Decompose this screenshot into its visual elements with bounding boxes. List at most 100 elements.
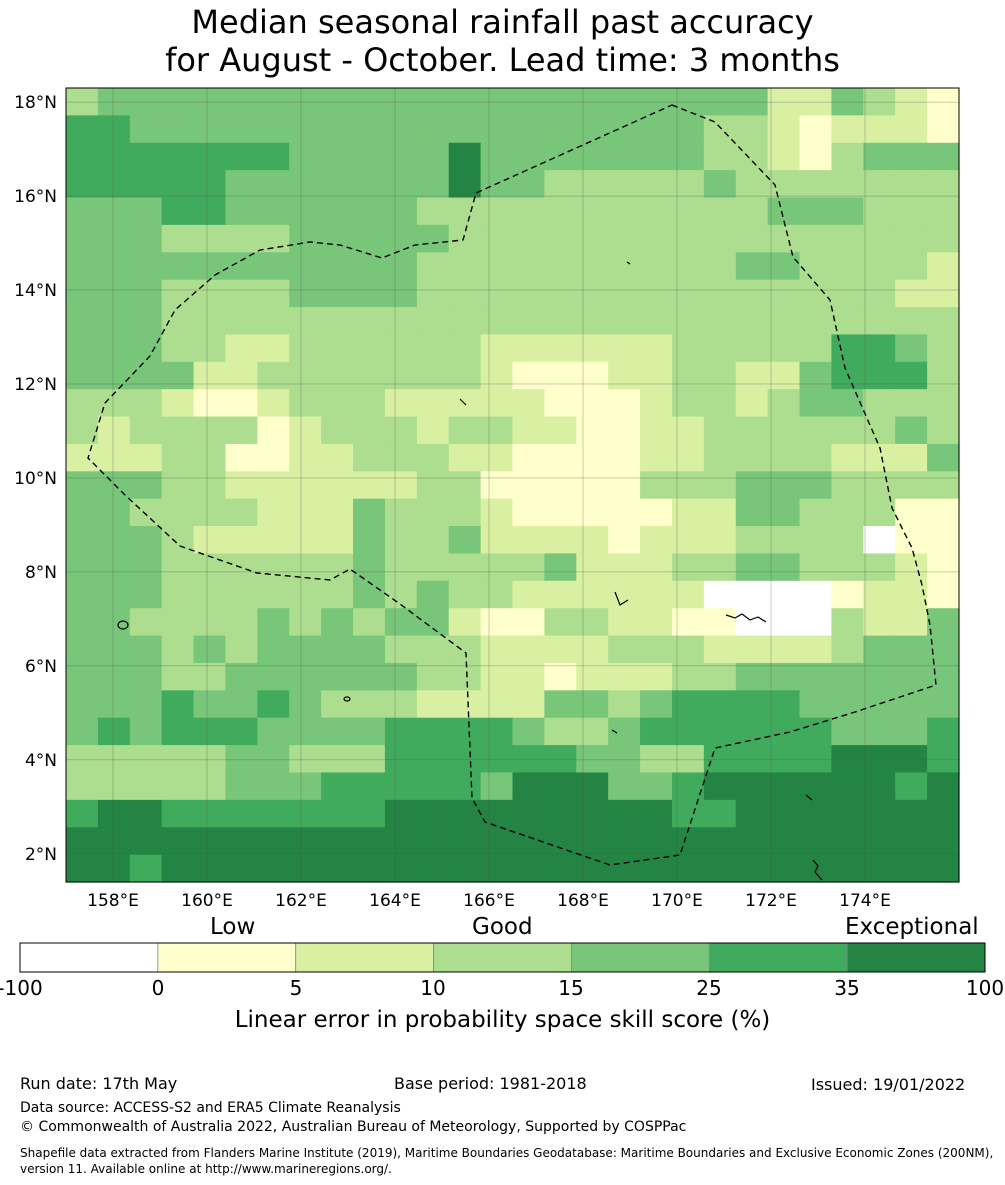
grid-cell <box>289 608 322 637</box>
grid-cell <box>161 772 195 801</box>
grid-cell <box>66 197 99 226</box>
grid-cell <box>353 142 386 171</box>
grid-cell <box>703 416 737 445</box>
grid-cell <box>480 389 514 418</box>
grid-cell <box>129 827 163 856</box>
grid-cell <box>863 170 896 199</box>
grid-cell <box>129 690 163 719</box>
grid-cell <box>193 471 227 500</box>
grid-cell <box>321 361 354 390</box>
grid-cell <box>735 307 769 336</box>
grid-cell <box>193 745 227 774</box>
grid-cell <box>799 553 833 582</box>
grid-cell <box>640 361 673 390</box>
grid-cell <box>193 799 227 828</box>
grid-cell <box>66 142 99 171</box>
grid-cell <box>225 443 258 472</box>
grid-cell <box>480 307 514 336</box>
grid-cell <box>225 772 258 801</box>
grid-cell <box>416 307 450 336</box>
grid-cell <box>735 142 769 171</box>
grid-cell <box>416 526 450 555</box>
grid-cell <box>480 690 514 719</box>
grid-cell <box>703 142 737 171</box>
grid-cell <box>353 717 386 746</box>
grid-cell <box>608 717 641 746</box>
grid-cell <box>225 854 258 883</box>
grid-cell <box>353 772 386 801</box>
grid-cell <box>576 443 609 472</box>
colorbar-category-exceptional: Exceptional <box>845 914 979 940</box>
grid-cell <box>66 608 99 637</box>
grid-cell <box>448 471 482 500</box>
grid-cell <box>512 580 545 609</box>
grid-cell <box>448 526 482 555</box>
grid-cell <box>321 717 354 746</box>
grid-cell <box>225 690 258 719</box>
colorbar-frame <box>19 942 986 973</box>
grid-cell <box>512 635 545 664</box>
grid-cell <box>66 717 99 746</box>
grid-cell <box>448 745 482 774</box>
map-title-line-1: Median seasonal rainfall past accuracy <box>191 3 814 41</box>
grid-cell <box>544 799 577 828</box>
grid-cell <box>416 608 450 637</box>
grid-cell <box>416 142 450 171</box>
latitude-label: 8°N <box>25 563 57 583</box>
grid-cell <box>480 115 514 144</box>
grid-cell <box>161 142 195 171</box>
grid-cell <box>129 389 163 418</box>
grid-cell <box>480 334 514 363</box>
grid-cell <box>863 279 896 308</box>
grid-cell <box>129 307 163 336</box>
grid-cell <box>671 416 705 445</box>
grid-cell <box>321 580 354 609</box>
island-outlines <box>117 261 823 881</box>
grid-cell <box>895 799 928 828</box>
grid-cell <box>640 334 673 363</box>
grid-cell <box>703 279 737 308</box>
grid-cell <box>640 635 673 664</box>
grid-cell <box>640 224 673 253</box>
grid-cell <box>799 115 833 144</box>
grid-cell <box>735 416 769 445</box>
grid-cell <box>66 635 99 664</box>
grid-cell <box>703 471 737 500</box>
grid-cell <box>735 279 769 308</box>
grid-cell <box>416 361 450 390</box>
grid-cell <box>831 690 864 719</box>
grid-cell <box>480 580 514 609</box>
grid-cell <box>480 279 514 308</box>
grid-cell <box>544 334 577 363</box>
grid-cell <box>671 471 705 500</box>
grid-cell <box>767 389 801 418</box>
grid-cell <box>193 608 227 637</box>
grid-cell <box>448 334 482 363</box>
grid-cell <box>576 526 609 555</box>
grid-cell <box>416 252 450 281</box>
grid-cell <box>608 772 641 801</box>
grid-cell <box>97 799 131 828</box>
grid-cell <box>640 170 673 199</box>
issued-date: Issued: 19/01/2022 <box>811 1075 966 1094</box>
grid-cell <box>448 361 482 390</box>
grid-cell <box>384 498 418 527</box>
latitude-label: 10°N <box>14 469 57 489</box>
grid-cell <box>799 334 833 363</box>
grid-cell <box>129 772 163 801</box>
grid-cell <box>895 553 928 582</box>
grid-cell <box>225 389 258 418</box>
grid-cell <box>129 142 163 171</box>
grid-cell <box>66 224 99 253</box>
grid-cell <box>608 690 641 719</box>
grid-cell <box>799 416 833 445</box>
grid-cell <box>671 361 705 390</box>
grid-cell <box>416 197 450 226</box>
grid-cell <box>384 471 418 500</box>
grid-cell <box>321 115 354 144</box>
colorbar-category-good: Good <box>472 914 533 940</box>
grid-cell <box>257 635 290 664</box>
grid-cell <box>927 197 960 226</box>
grid-cell <box>129 361 163 390</box>
grid-cell <box>703 580 737 609</box>
